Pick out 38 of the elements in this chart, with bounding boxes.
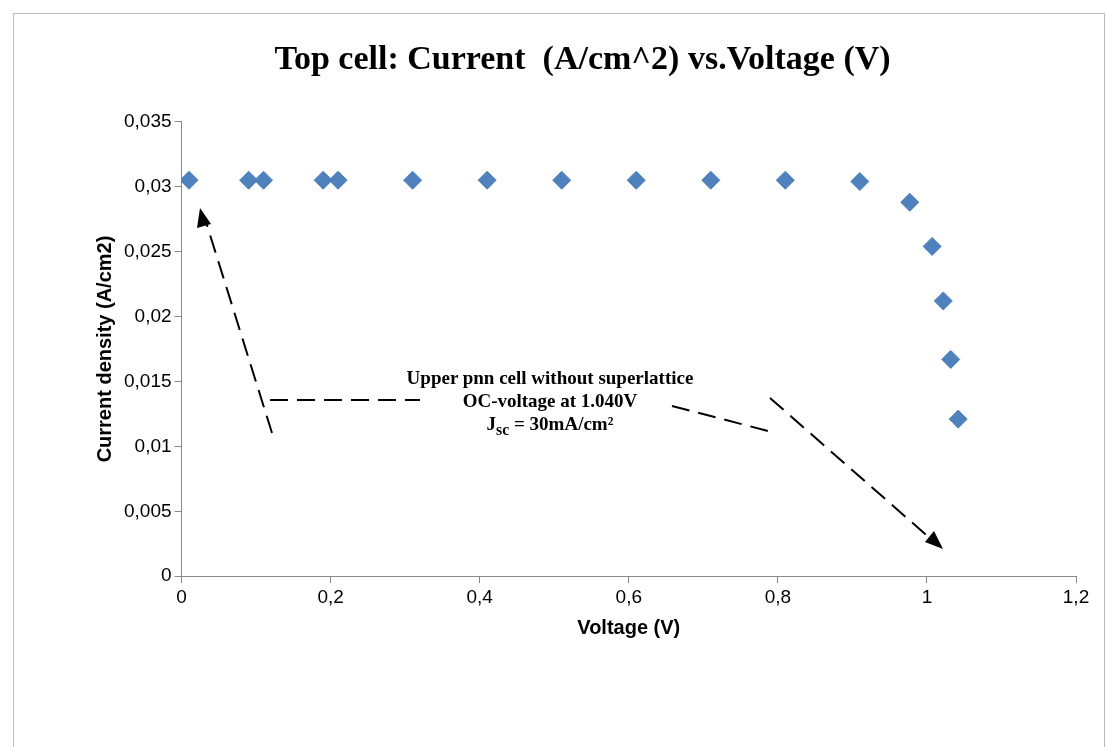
point [941, 349, 961, 369]
point [948, 409, 968, 429]
point [239, 170, 259, 190]
point [922, 236, 942, 256]
point [626, 170, 646, 190]
y-tick-label: 0,01 [134, 434, 172, 456]
point [313, 170, 333, 190]
y-tick-label: 0,035 [124, 110, 172, 132]
point [775, 170, 795, 190]
y-tick-label: 0,025 [124, 239, 172, 261]
x-tick-label: 0 [176, 585, 187, 607]
annotation: Upper pnn cell without superlattice [405, 366, 695, 389]
x-axis-title: Voltage (V) [577, 615, 681, 638]
y-tick-label: 0,02 [134, 304, 172, 326]
point [254, 170, 274, 190]
x-tick-label: 0,6 [615, 585, 642, 607]
point [403, 170, 423, 190]
point [328, 170, 348, 190]
y-tick-label: 0,03 [134, 174, 172, 196]
x-tick-label: 0,8 [764, 585, 792, 607]
x-tick-label: 1 [921, 585, 933, 607]
point [933, 291, 953, 311]
point [552, 170, 572, 190]
x-tick-label: 0,4 [466, 585, 494, 607]
chart-title: Top cell: Current (A/cm^2) vs.Voltage (V) [274, 39, 891, 78]
y-tick-label: 0,015 [124, 369, 172, 391]
point [181, 170, 199, 190]
annotation: J$_{sc}$ = 30mA/cm² [485, 412, 615, 440]
point [701, 170, 721, 190]
point [900, 192, 920, 212]
x-tick-label: 0,2 [317, 585, 344, 607]
x-tick-label: 1,2 [1062, 585, 1090, 607]
annotation: OC-voltage at 1.040V [461, 389, 639, 412]
y-tick-label: 0,005 [124, 499, 172, 521]
y-tick-label: 0 [160, 564, 172, 586]
y-axis-title: Current density (A/cm2) [92, 235, 115, 463]
point [850, 172, 870, 192]
point [477, 170, 497, 190]
